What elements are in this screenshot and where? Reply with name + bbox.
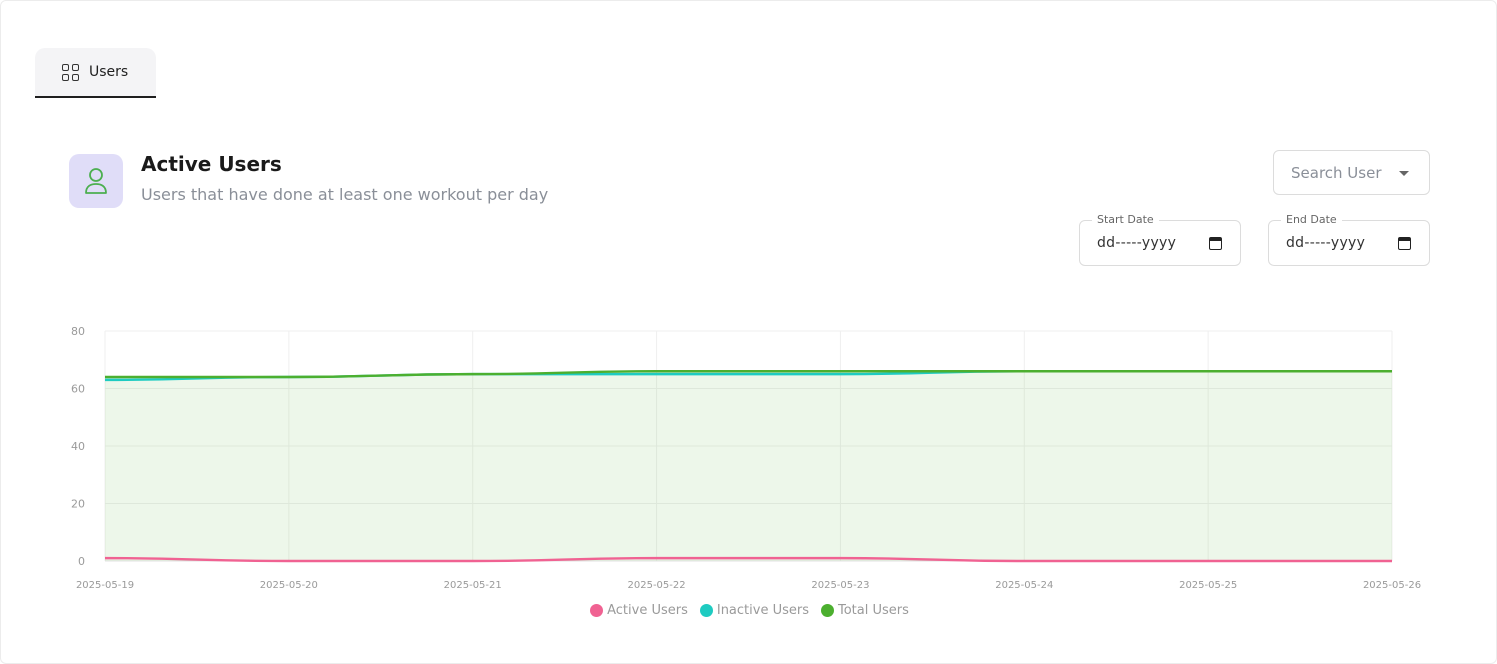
- y-tick-label: 40: [71, 440, 85, 453]
- tab-users-label: Users: [89, 64, 129, 80]
- users-line-chart: 0 20 40 60 80 2025-05-19 2025-05-20 2025-05-21 2…: [71, 325, 1421, 591]
- start-date-field[interactable]: Start Date dd-----yyyy: [1079, 213, 1241, 266]
- start-date-label: Start Date: [1092, 213, 1159, 226]
- chart-legend: Active Users Inactive Users Total Users: [1, 603, 1497, 618]
- legend-dot-total: [820, 604, 834, 617]
- search-user-placeholder: Search User: [1291, 163, 1382, 182]
- legend-dot-inactive: [699, 604, 713, 617]
- series-area-2: [105, 371, 1392, 561]
- legend-dot-active: [590, 604, 604, 617]
- legend-label-inactive: Inactive Users: [716, 603, 809, 618]
- user-icon: [85, 168, 107, 194]
- end-date-value: dd-----yyyy: [1286, 235, 1366, 251]
- x-tick-label: 2025-05-25: [1179, 580, 1237, 591]
- x-tick-label: 2025-05-24: [995, 580, 1053, 591]
- x-tick-label: 2025-05-26: [1363, 580, 1421, 591]
- legend-label-total: Total Users: [837, 603, 909, 618]
- y-tick-label: 20: [71, 498, 85, 511]
- series-line-2: [105, 370, 1392, 379]
- series-line-0: [104, 556, 1392, 563]
- y-tick-label: 80: [71, 325, 85, 338]
- x-tick-label: 2025-05-19: [76, 580, 134, 591]
- chevron-down-icon: [1399, 171, 1409, 176]
- legend-item-active[interactable]: Active Users: [590, 603, 688, 618]
- legend-item-total[interactable]: Total Users: [820, 603, 909, 618]
- tab-users[interactable]: Users: [35, 48, 156, 98]
- search-user-select[interactable]: Search User: [1273, 150, 1430, 195]
- legend-label-active: Active Users: [607, 603, 688, 618]
- x-tick-label: 2025-05-23: [811, 580, 869, 591]
- x-tick-label: 2025-05-21: [444, 580, 502, 591]
- x-tick-label: 2025-05-22: [628, 580, 686, 591]
- grid-icon: [62, 63, 79, 81]
- legend-item-inactive[interactable]: Inactive Users: [699, 603, 809, 618]
- user-avatar-badge: [69, 154, 123, 208]
- x-tick-label: 2025-05-20: [260, 580, 318, 591]
- page-subtitle: Users that have done at least one workou…: [141, 185, 549, 204]
- start-date-value: dd-----yyyy: [1097, 235, 1177, 251]
- end-date-field[interactable]: End Date dd-----yyyy: [1268, 213, 1430, 266]
- page-title: Active Users: [141, 152, 282, 176]
- y-tick-label: 0: [78, 555, 85, 568]
- calendar-icon[interactable]: [1398, 237, 1411, 250]
- end-date-label: End Date: [1281, 213, 1342, 226]
- y-tick-label: 60: [71, 383, 85, 396]
- calendar-icon[interactable]: [1209, 237, 1222, 250]
